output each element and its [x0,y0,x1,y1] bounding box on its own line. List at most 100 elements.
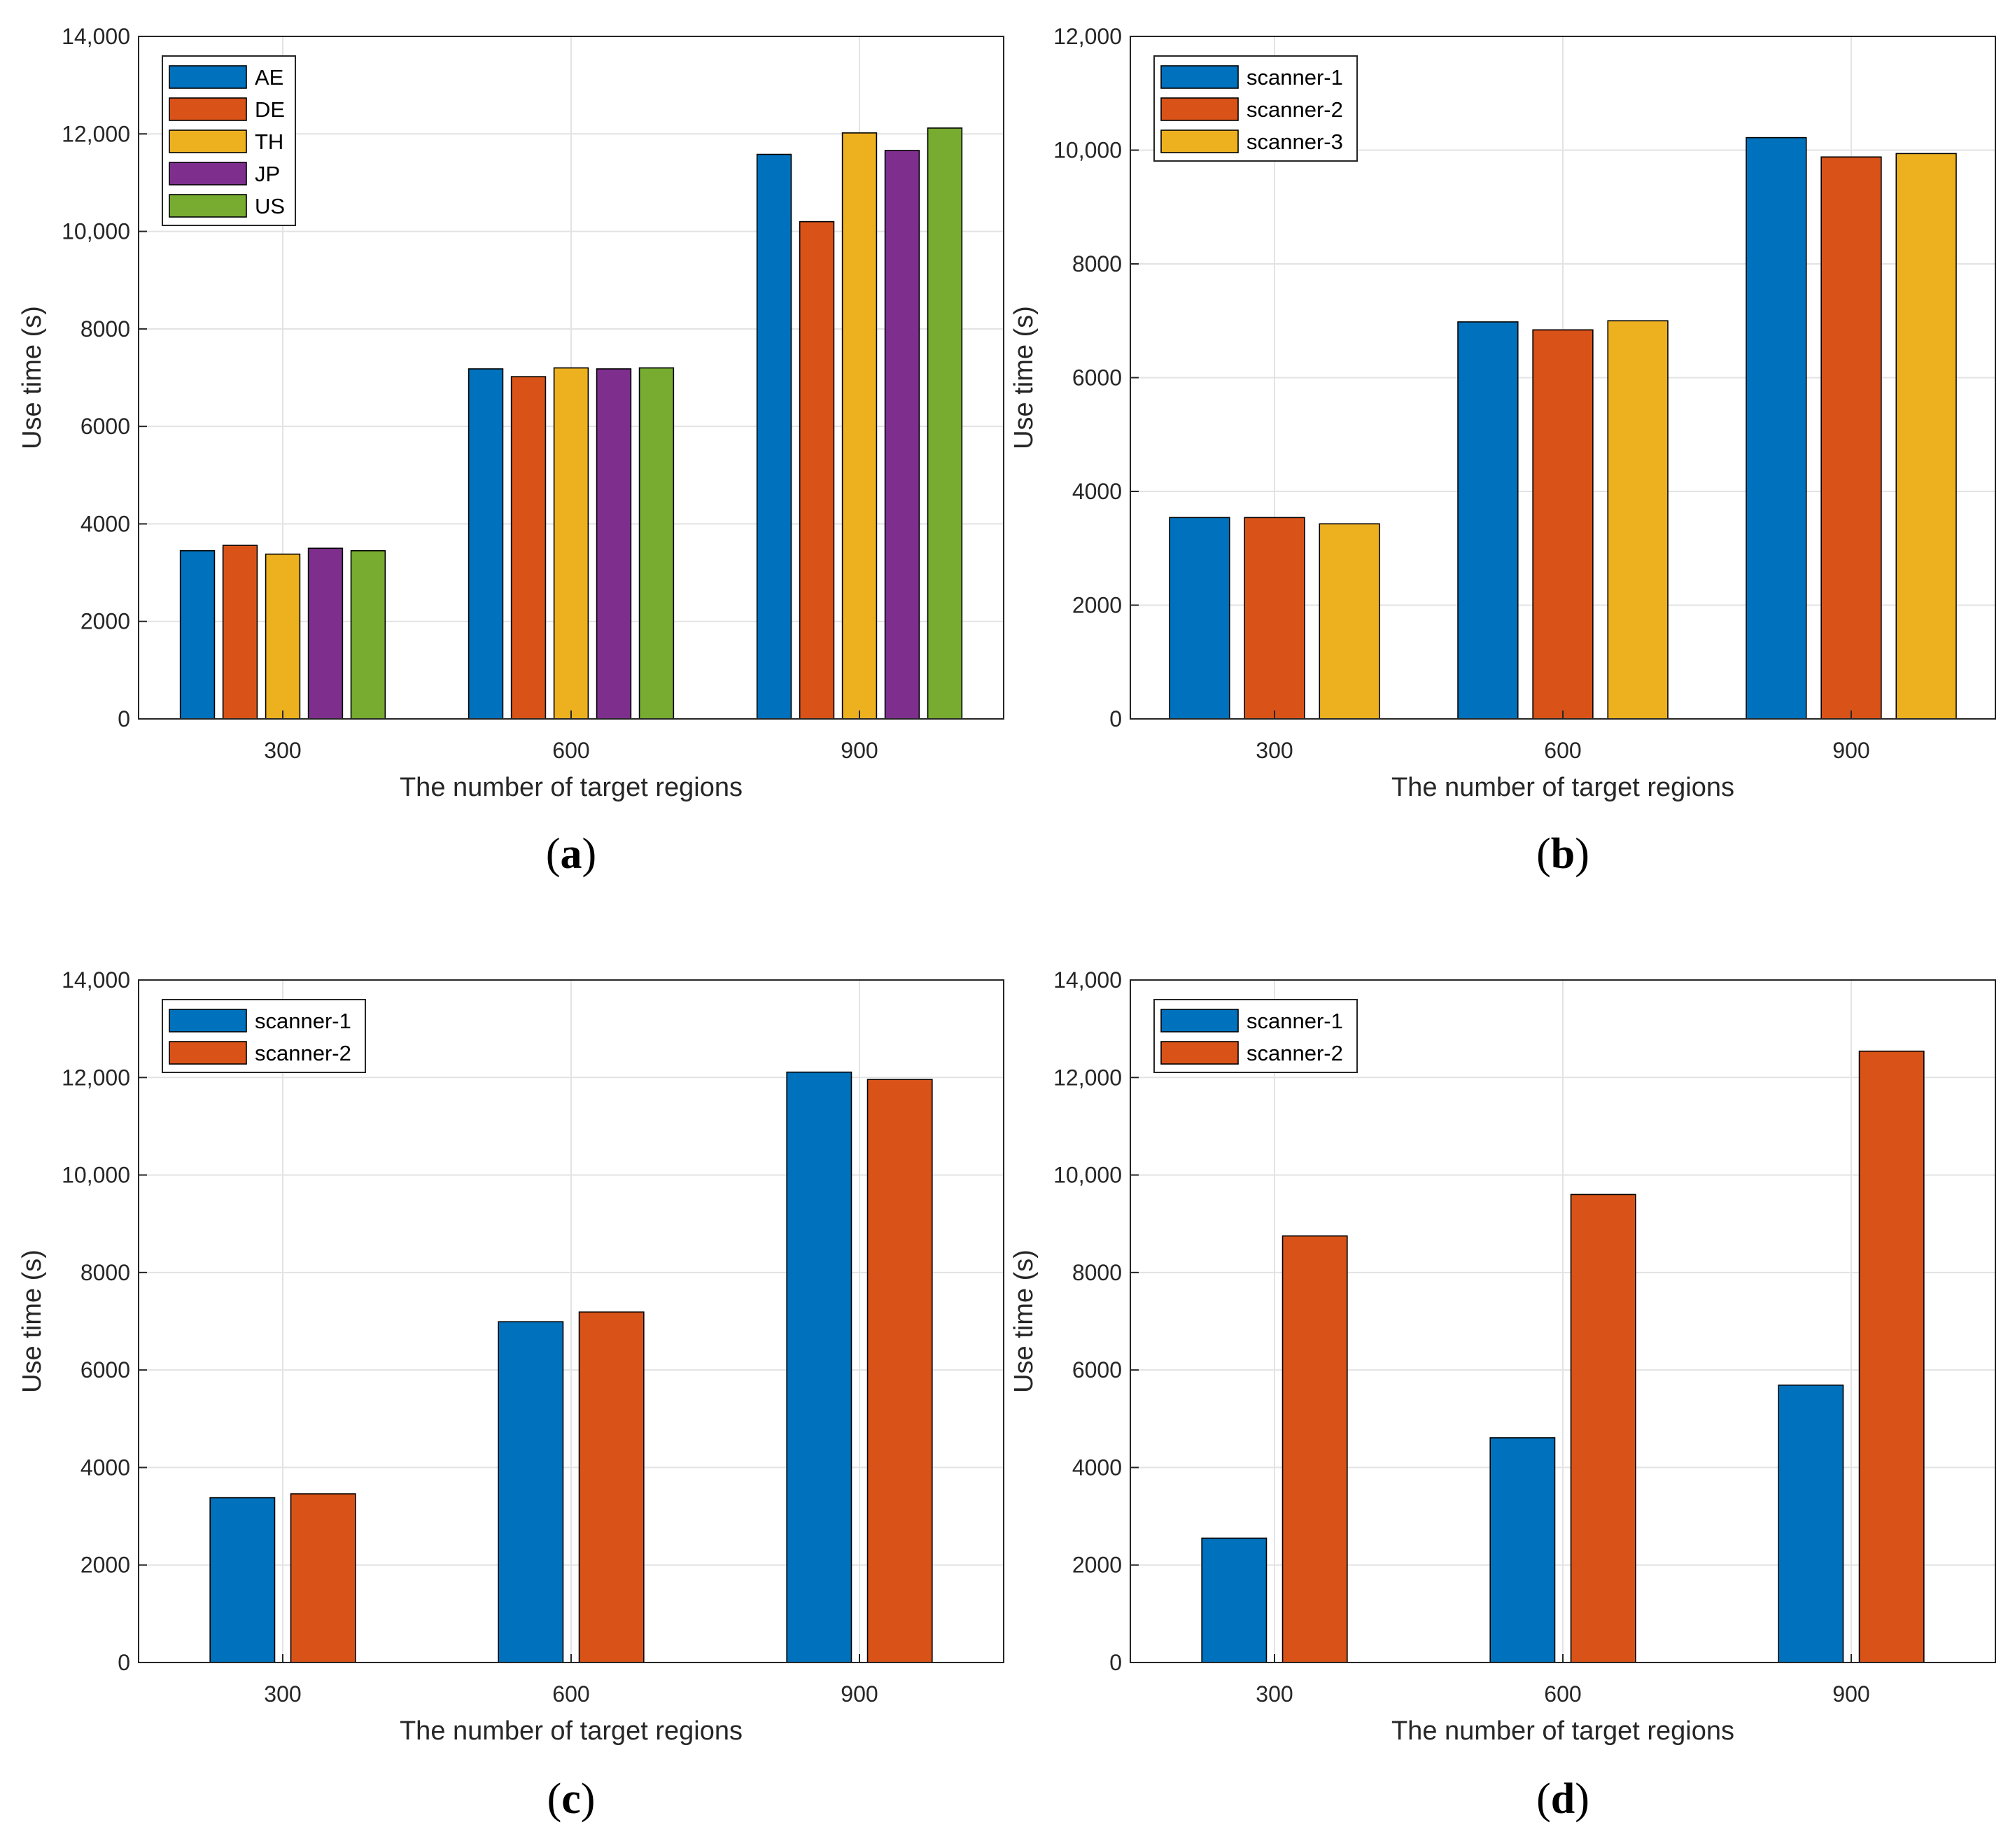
legend: scanner-1 scanner-2 [1153,999,1358,1073]
caption-open-paren: ( [546,830,561,878]
bar-AE-600 [468,368,504,720]
y-tick-label: 12,000 [62,121,130,146]
bar-US-900 [927,127,963,720]
legend-label-scanner-3: scanner-3 [1247,130,1343,154]
x-axis-label: The number of target regions [400,1716,743,1746]
y-tick-label: 2000 [1072,1553,1122,1578]
y-tick-label: 6000 [80,414,130,439]
legend-swatch-DE [169,97,247,121]
bar-JP-300 [307,547,344,720]
x-tick-label: 900 [841,1681,878,1707]
y-tick-label: 8000 [80,316,130,342]
legend-swatch-scanner-3 [1160,130,1239,153]
bar-scanner-2-600 [1532,329,1594,720]
bar-scanner-1-900 [1778,1384,1844,1663]
caption-letter: b [1551,830,1575,878]
legend-swatch-scanner-1 [1160,1009,1239,1032]
bar-TH-300 [265,553,301,720]
y-tick-label: 10,000 [62,1163,130,1188]
bar-TH-900 [841,132,878,720]
bar-scanner-1-300 [209,1497,276,1663]
legend-label-US: US [255,194,285,218]
y-tick-label: 14,000 [1053,967,1122,993]
x-tick-label: 300 [1256,1681,1293,1707]
bar-scanner-2-900 [1820,156,1882,720]
y-tick-label: 12,000 [62,1065,130,1090]
legend: AE DE TH JP US [162,55,296,226]
legend-label-scanner-1: scanner-1 [1247,1009,1343,1033]
y-tick-label: 4000 [1072,479,1122,504]
bar-DE-600 [510,376,547,720]
bar-scanner-1-300 [1169,517,1230,720]
caption-close-paren: ) [582,830,597,878]
chart-panel-d: 0 2000 4000 6000 8000 10,000 12,000 14,000 300 60… [1009,967,1996,1823]
y-tick-label: 0 [1109,706,1122,732]
bar-scanner-2-900 [866,1079,933,1663]
bar-US-300 [350,550,386,720]
x-tick-label: 900 [1832,738,1869,763]
legend-swatch-JP [169,162,247,186]
y-tick-label: 2000 [80,1553,130,1578]
y-tick-label: 14,000 [62,24,130,49]
legend: scanner-1 scanner-2 scanner-3 [1153,55,1358,162]
bar-scanner-1-600 [498,1321,564,1663]
caption-close-paren: ) [1575,1775,1589,1823]
chart-panel-a: 0 2000 4000 6000 8000 10,000 12,000 14,000 300 60… [17,24,1004,878]
y-tick-label: 4000 [80,511,130,536]
legend-label-scanner-2: scanner-2 [255,1041,351,1065]
y-tick-label: 0 [118,1650,130,1675]
y-tick-label: 10,000 [1053,138,1122,163]
y-axis-label: Use time (s) [17,1250,47,1393]
panel-caption: (d) [1536,1775,1589,1823]
y-tick-label: 8000 [1072,1260,1122,1285]
caption-open-paren: ( [547,1775,562,1823]
y-tick-label: 12,000 [1053,24,1122,49]
y-tick-label: 2000 [80,609,130,634]
x-axis-label: The number of target regions [400,773,743,802]
x-tick-label: 300 [1256,738,1293,763]
caption-close-paren: ) [1575,830,1589,878]
bar-scanner-2-600 [1570,1194,1636,1663]
bar-AE-900 [756,153,792,720]
y-tick-label: 6000 [80,1357,130,1382]
y-tick-label: 10,000 [1053,1163,1122,1188]
legend: scanner-1 scanner-2 [162,999,366,1073]
y-tick-label: 10,000 [62,219,130,244]
bar-scanner-3-900 [1895,153,1957,720]
legend-swatch-scanner-2 [169,1041,247,1065]
legend-label-scanner-1: scanner-1 [1247,65,1343,90]
bar-US-600 [638,367,675,720]
x-axis-label: The number of target regions [1391,1716,1734,1746]
panel-caption: (c) [547,1775,596,1823]
bar-scanner-1-900 [1746,136,1807,720]
chart-panel-c: 0 2000 4000 6000 8000 10,000 12,000 14,000 300 60… [17,967,1004,1823]
bar-scanner-2-900 [1858,1050,1925,1663]
chart-panel-b: 0 2000 4000 6000 8000 10,000 12,000 300 600 900 T… [1009,24,1996,878]
y-axis-label: Use time (s) [1009,306,1039,449]
legend-label-DE: DE [255,97,285,122]
panel-caption: (b) [1536,830,1589,878]
legend-label-JP: JP [255,162,280,186]
legend-swatch-scanner-2 [1160,1041,1239,1065]
caption-open-paren: ( [1536,830,1551,878]
bar-JP-600 [596,368,632,720]
legend-label-AE: AE [255,65,283,90]
y-tick-label: 6000 [1072,365,1122,391]
bar-scanner-2-300 [290,1493,356,1663]
legend-swatch-scanner-1 [1160,65,1239,89]
x-tick-label: 600 [552,738,589,763]
caption-letter: a [561,830,582,878]
y-tick-label: 0 [1109,1650,1122,1675]
bar-scanner-3-600 [1607,320,1669,720]
bar-scanner-2-600 [578,1311,645,1663]
bar-TH-600 [553,367,589,720]
x-tick-label: 300 [264,1681,301,1707]
bar-scanner-3-300 [1319,523,1380,720]
bar-scanner-1-300 [1201,1537,1268,1663]
legend-swatch-AE [169,65,247,89]
legend-label-scanner-1: scanner-1 [255,1009,351,1033]
bar-JP-900 [884,150,920,720]
legend-swatch-scanner-2 [1160,97,1239,121]
caption-letter: c [561,1775,581,1823]
